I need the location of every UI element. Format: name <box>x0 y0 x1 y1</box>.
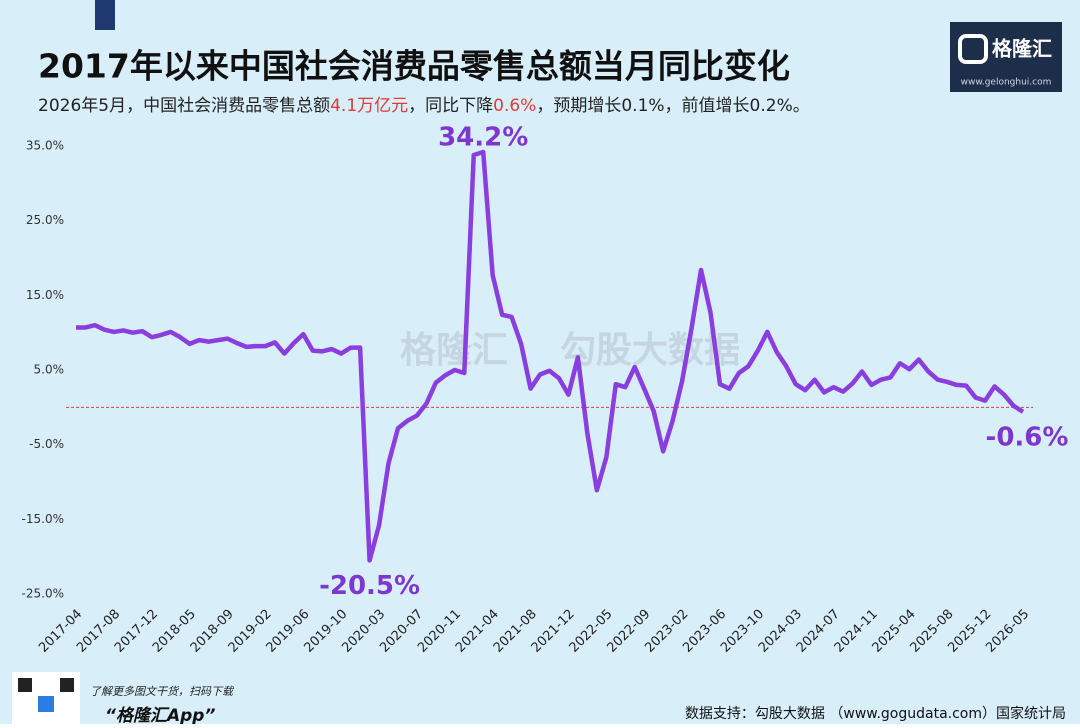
y-tick-label: -25.0% <box>22 587 64 601</box>
logo: 格隆汇 www.gelonghui.com <box>950 22 1062 92</box>
subtitle-part: ，预期增长0.1%，前值增长0.2%。 <box>536 96 809 116</box>
qr-logo <box>38 696 54 712</box>
y-tick-label: 15.0% <box>26 288 64 302</box>
value-label: -20.5% <box>319 571 420 601</box>
value-label: -0.6% <box>986 422 1069 452</box>
subtitle: 2026年5月，中国社会消费品零售总额4.1万亿元，同比下降0.6%，预期增长0… <box>38 96 810 116</box>
subtitle-part: 2026年5月，中国社会消费品零售总额 <box>38 96 330 116</box>
subtitle-part: 0.6% <box>493 96 536 116</box>
logo-box <box>950 22 1062 92</box>
y-tick-label: 25.0% <box>26 213 64 227</box>
data-line <box>76 149 1025 563</box>
chart-title: 2017年以来中国社会消费品零售总额当月同比变化 <box>38 47 790 86</box>
qr-corner <box>60 678 74 692</box>
qr-corner <box>18 678 32 692</box>
logo-url: www.gelonghui.com <box>961 78 1052 88</box>
y-tick-label: -15.0% <box>22 512 64 526</box>
footer-promo: 了解更多图文干货，扫码下载 <box>90 685 235 698</box>
corner-decoration <box>95 0 115 30</box>
footer-source: 数据支持：勾股大数据 （www.gogudata.com）国家统计局 <box>685 705 1066 722</box>
y-tick-label: 5.0% <box>34 363 65 377</box>
logo-icon <box>958 34 988 64</box>
logo-text: 格隆汇 <box>992 37 1052 61</box>
footer: 了解更多图文干货，扫码下载 “格隆汇App” 数据支持：勾股大数据 （www.g… <box>12 672 1066 726</box>
y-tick-label: -5.0% <box>29 437 64 451</box>
subtitle-part: ，同比下降 <box>408 96 493 116</box>
value-label: 34.2% <box>438 122 528 152</box>
watermark: 格隆汇 <box>400 330 508 371</box>
watermark: 勾股大数据 <box>560 330 740 371</box>
subtitle-part: 4.1万亿元 <box>330 96 408 116</box>
footer-app: “格隆汇App” <box>105 706 215 724</box>
y-tick-label: 35.0% <box>26 139 64 153</box>
